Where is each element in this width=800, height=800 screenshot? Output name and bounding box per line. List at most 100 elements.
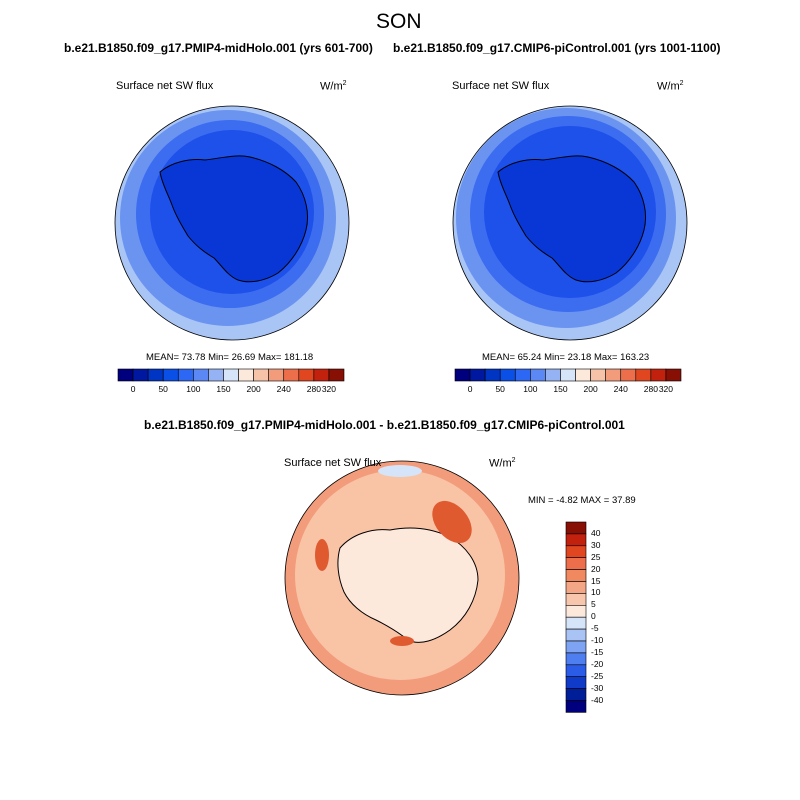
colorbar-tick-label: 0 bbox=[130, 384, 136, 394]
colorbar-swatch bbox=[565, 533, 587, 547]
colorbar-tick-label: 50 bbox=[495, 384, 505, 394]
colorbar-tick-label: -30 bbox=[591, 682, 604, 693]
colorbar-swatch bbox=[650, 368, 667, 382]
colorbar-tick-label: 5 bbox=[591, 599, 596, 610]
colorbar-swatch bbox=[560, 368, 576, 382]
colorbar-tick-label: 15 bbox=[591, 575, 601, 586]
stat-min: 23.18 bbox=[567, 352, 592, 363]
units-exp: 2 bbox=[511, 457, 516, 464]
colorbar-swatch bbox=[132, 368, 149, 382]
units-exp: 2 bbox=[679, 80, 684, 87]
colorbar-tick-label: 100 bbox=[186, 384, 201, 394]
diff-variable: Surface net SW flux bbox=[284, 457, 382, 469]
antarctica-outline bbox=[159, 155, 309, 283]
colorbar-swatch bbox=[635, 368, 652, 382]
map-diff-field bbox=[285, 461, 519, 695]
stat-mean: 73.78 bbox=[181, 352, 206, 363]
colorbar-tick-label: 25 bbox=[591, 551, 601, 562]
colorbar-tick-label: -25 bbox=[591, 670, 604, 681]
colorbar-swatch bbox=[620, 368, 637, 382]
units-base: W/m bbox=[489, 457, 512, 470]
colorbar-swatch bbox=[565, 676, 587, 689]
stat-mean: 65.24 bbox=[517, 352, 542, 363]
colorbar-tick-label: 320 bbox=[658, 384, 674, 394]
colorbar-swatch bbox=[177, 368, 194, 382]
diff-minmax: MIN = -4.82 MAX = 37.89 bbox=[528, 495, 636, 506]
colorbar-swatch bbox=[565, 652, 587, 666]
map-diff-border bbox=[284, 460, 520, 696]
colorbar-swatch bbox=[268, 368, 285, 382]
colorbar-swatch bbox=[575, 368, 591, 382]
colorbar-swatch bbox=[484, 368, 501, 382]
colorbar-tick-label: 100 bbox=[523, 384, 538, 394]
colorbar-diff bbox=[565, 521, 587, 713]
stat-max-label: Max= bbox=[257, 352, 282, 363]
units-base: W/m bbox=[657, 80, 680, 93]
diff-hotspot bbox=[315, 539, 329, 571]
colorbar-swatch bbox=[565, 616, 587, 630]
units-exp: 2 bbox=[342, 80, 347, 87]
panel-right-title: b.e21.B1850.f09_g17.CMIP6-piControl.001 … bbox=[393, 41, 721, 55]
colorbar-swatch bbox=[565, 593, 587, 606]
panel-right-variable: Surface net SW flux bbox=[452, 80, 550, 92]
figure-title: SON bbox=[376, 10, 422, 33]
panel-right-units: W/m2 bbox=[657, 80, 684, 93]
colorbar-swatch bbox=[590, 368, 606, 382]
colorbar-swatch bbox=[253, 368, 269, 382]
colorbar-tick-label: -15 bbox=[591, 646, 604, 657]
colorbar-tick-label: 280 bbox=[643, 384, 658, 394]
map-left-border bbox=[114, 105, 350, 341]
stat-max: 163.23 bbox=[620, 352, 650, 363]
colorbar-tick-label: 320 bbox=[321, 384, 337, 394]
stat-mean-label: MEAN= bbox=[482, 352, 515, 363]
colorbar-swatch bbox=[565, 521, 587, 535]
colorbar-swatch bbox=[565, 604, 587, 618]
colorbar-swatch bbox=[313, 368, 330, 382]
stat-min: 26.69 bbox=[231, 352, 256, 363]
colorbar-swatch bbox=[238, 368, 254, 382]
colorbar-swatch bbox=[565, 664, 587, 677]
colorbar-tick-label: -40 bbox=[591, 694, 604, 705]
colorbar-tick-label: 20 bbox=[591, 563, 601, 574]
colorbar-swatch bbox=[565, 545, 587, 558]
units-base: W/m bbox=[320, 80, 343, 93]
colorbar-swatch bbox=[147, 368, 164, 382]
colorbar-tick-label: 30 bbox=[591, 539, 601, 550]
stat-max: 181.18 bbox=[284, 352, 314, 363]
colorbar-swatch bbox=[565, 700, 587, 713]
colorbar-swatch bbox=[665, 368, 682, 382]
panel-right-stats: MEAN= 65.24 Min= 23.18 Max= 163.23 bbox=[482, 352, 649, 363]
colorbar-tick-label: 0 bbox=[591, 611, 596, 622]
colorbar-left bbox=[117, 368, 345, 382]
colorbar-swatch bbox=[565, 640, 587, 654]
colorbar-tick-label: 200 bbox=[246, 384, 261, 394]
colorbar-tick-label: 240 bbox=[613, 384, 628, 394]
colorbar-tick-label: 150 bbox=[216, 384, 231, 394]
panel-left-variable: Surface net SW flux bbox=[116, 80, 214, 92]
colorbar-tick-label: 40 bbox=[591, 527, 601, 538]
stat-max-label: Max= bbox=[593, 352, 618, 363]
colorbar-tick-label: 50 bbox=[158, 384, 168, 394]
colorbar-swatch bbox=[565, 628, 587, 642]
colorbar-swatch bbox=[514, 368, 531, 382]
diff-negative bbox=[378, 465, 422, 477]
antarctica-outline bbox=[497, 155, 647, 283]
colorbar-swatch bbox=[565, 569, 587, 582]
map-right-border bbox=[452, 105, 688, 341]
diff-units: W/m2 bbox=[489, 457, 516, 470]
diff-hotspot bbox=[390, 636, 414, 646]
colorbar-swatch bbox=[208, 368, 224, 382]
colorbar-swatch bbox=[193, 368, 209, 382]
antarctica-outline bbox=[337, 527, 479, 643]
colorbar-swatch bbox=[223, 368, 239, 382]
colorbar-swatch bbox=[605, 368, 622, 382]
stat-min-label: Min= bbox=[208, 352, 229, 363]
colorbar-right bbox=[454, 368, 682, 382]
colorbar-tick-label: -20 bbox=[591, 658, 604, 669]
colorbar-swatch bbox=[565, 688, 587, 701]
colorbar-swatch bbox=[117, 368, 134, 382]
colorbar-swatch bbox=[545, 368, 561, 382]
difference-title: b.e21.B1850.f09_g17.PMIP4-midHolo.001 - … bbox=[144, 418, 625, 432]
